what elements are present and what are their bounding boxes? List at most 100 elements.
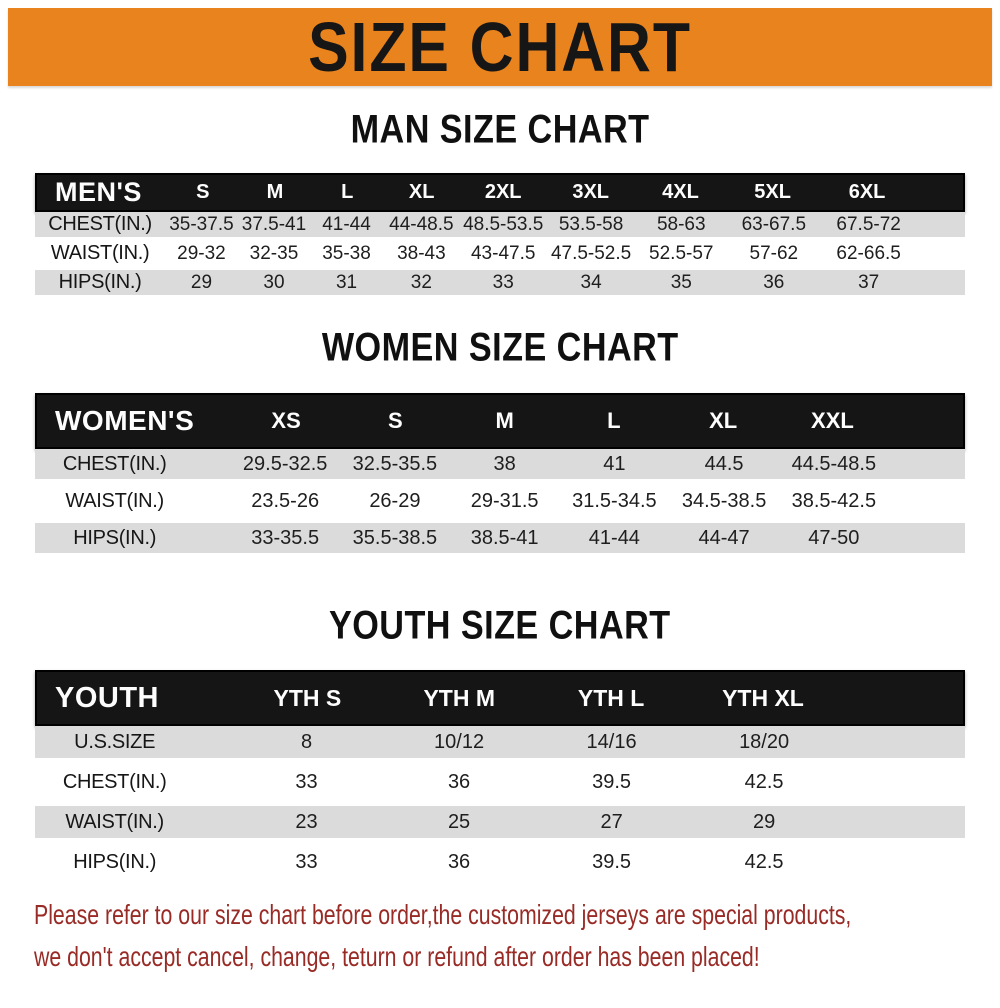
youth-section-heading-text: YOUTH SIZE CHART (329, 603, 671, 649)
value-cell: 57-62 (749, 242, 799, 264)
banner-title: SIZE CHART (308, 8, 692, 86)
column-header: XL (709, 408, 738, 433)
value-cell: 31 (335, 271, 358, 293)
column-header: 4XL (662, 181, 699, 203)
table-row: HIPS(IN.) 33-35.5 35.5-38.5 38.5-41 41-44 44-… (35, 523, 965, 553)
value-cell: 33-35.5 (251, 526, 320, 549)
value-cell: 32.5-35.5 (352, 452, 438, 475)
value-cell: 47-50 (808, 526, 860, 549)
value-cell: 67.5-72 (836, 213, 901, 235)
value-cell: 38.5-41 (470, 526, 539, 549)
men-section-heading-text: MAN SIZE CHART (350, 107, 650, 153)
column-header: S (196, 181, 210, 203)
value-cell: 52.5-57 (649, 242, 714, 264)
value-cell: 33 (295, 770, 318, 793)
value-cell: 36 (447, 770, 471, 793)
value-cell: 27 (600, 810, 623, 833)
table-header-bar: YOUTH YTH S YTH M YTH L YTH XL (35, 670, 965, 726)
value-cell: 31.5-34.5 (572, 489, 657, 512)
value-cell: 29 (752, 810, 776, 833)
table-row: WAIST(IN.) 23 25 27 29 (35, 806, 965, 838)
value-cell: 14/16 (586, 730, 637, 753)
value-cell: 33 (295, 850, 318, 873)
column-header: L (607, 408, 621, 433)
table-label: WOMEN'S (55, 405, 195, 436)
value-cell: 29-31.5 (470, 489, 539, 512)
value-cell: 41-44 (588, 526, 640, 549)
value-cell: 39.5 (592, 850, 632, 873)
value-cell: 47.5-52.5 (550, 242, 632, 264)
table-header-bar: MEN'S S M L XL 2XL 3XL 4XL 5XL 6XL (35, 173, 965, 212)
table-row: WAIST(IN.) 23.5-26 26-29 29-31.5 31.5-34.5 34… (35, 486, 965, 516)
table-row: CHEST(IN.) 33 36 39.5 42.5 (35, 766, 965, 798)
column-header: XS (271, 408, 301, 433)
value-cell: 44.5-48.5 (791, 452, 877, 475)
value-cell: 34 (580, 271, 602, 293)
column-header: 2XL (484, 181, 522, 203)
row-label: HIPS(IN.) (58, 271, 142, 293)
value-cell: 35.5-38.5 (352, 526, 438, 549)
value-cell: 43-47.5 (470, 242, 536, 264)
value-cell: 10/12 (434, 730, 485, 753)
value-cell: 63-67.5 (741, 213, 807, 235)
value-cell: 39.5 (592, 770, 632, 793)
column-header: L (341, 181, 354, 203)
value-cell: 42.5 (744, 850, 784, 873)
value-cell: 34.5-38.5 (681, 489, 767, 512)
value-cell: 38-43 (397, 242, 446, 264)
value-cell: 48.5-53.5 (463, 213, 544, 235)
value-cell: 25 (447, 810, 471, 833)
column-header: 5XL (754, 181, 791, 203)
value-cell: 29 (190, 271, 213, 293)
row-label: WAIST(IN.) (50, 242, 150, 264)
row-label: CHEST(IN.) (48, 213, 152, 235)
value-cell: 32 (410, 271, 432, 293)
value-cell: 41 (603, 452, 626, 475)
row-label: CHEST(IN.) (62, 770, 167, 793)
row-label: HIPS(IN.) (73, 850, 157, 873)
women-section-heading: WOMEN SIZE CHART (0, 325, 1000, 371)
table-row: CHEST(IN.) 29.5-32.5 32.5-35.5 38 41 44.5 44.5… (35, 449, 965, 479)
table-row: WAIST(IN.) 29-32 32-35 35-38 38-43 43-47.5 47.… (35, 241, 965, 266)
value-cell: 36 (447, 850, 471, 873)
value-cell: 23 (295, 810, 318, 833)
banner: SIZE CHART (8, 8, 992, 86)
row-label: CHEST(IN.) (62, 452, 167, 475)
column-header: M (266, 181, 284, 203)
men-section-heading: MAN SIZE CHART (0, 107, 1000, 153)
value-cell: 32-35 (249, 242, 299, 264)
value-cell: 35 (670, 271, 692, 293)
size-chart-page: SIZE CHART MAN SIZE CHART MEN'S S M L XL 2XL 3… (0, 8, 1000, 978)
table-header-bar: WOMEN'S XS S M L XL XXL (35, 393, 965, 449)
column-header: 3XL (572, 181, 610, 203)
value-cell: 23.5-26 (251, 489, 320, 512)
women-section-heading-text: WOMEN SIZE CHART (321, 325, 679, 371)
value-cell: 44-47 (698, 526, 750, 549)
youth-section-heading: YOUTH SIZE CHART (0, 603, 1000, 649)
column-header: YTH S (273, 684, 342, 711)
value-cell: 30 (263, 271, 285, 293)
table-label: MEN'S (55, 177, 142, 207)
value-cell: 62-66.5 (836, 242, 901, 264)
column-header: M (495, 408, 514, 433)
column-header: YTH L (577, 684, 645, 711)
value-cell: 29.5-32.5 (242, 452, 328, 475)
value-cell: 37 (858, 271, 880, 293)
value-cell: 53.5-58 (558, 213, 624, 235)
youth-size-table: YOUTH YTH S YTH M YTH L YTH XL U.S.SIZE 8 10/12… (35, 670, 965, 878)
footer-note: Please refer to our size chart before or… (34, 894, 1000, 978)
value-cell: 26-29 (369, 489, 421, 512)
column-header: S (388, 408, 403, 433)
footer-line-2: we don't accept cancel, change, teturn o… (34, 941, 760, 972)
value-cell: 38 (493, 452, 516, 475)
value-cell: 44-48.5 (389, 213, 454, 235)
value-cell: 41-44 (322, 213, 371, 235)
row-label: WAIST(IN.) (65, 489, 164, 512)
value-cell: 38.5-42.5 (791, 489, 877, 512)
value-cell: 8 (300, 730, 313, 753)
value-cell: 42.5 (744, 770, 784, 793)
value-cell: 44.5 (704, 452, 744, 475)
column-header: XXL (811, 408, 854, 433)
footer-line-1: Please refer to our size chart before or… (34, 899, 852, 930)
row-label: WAIST(IN.) (65, 810, 164, 833)
